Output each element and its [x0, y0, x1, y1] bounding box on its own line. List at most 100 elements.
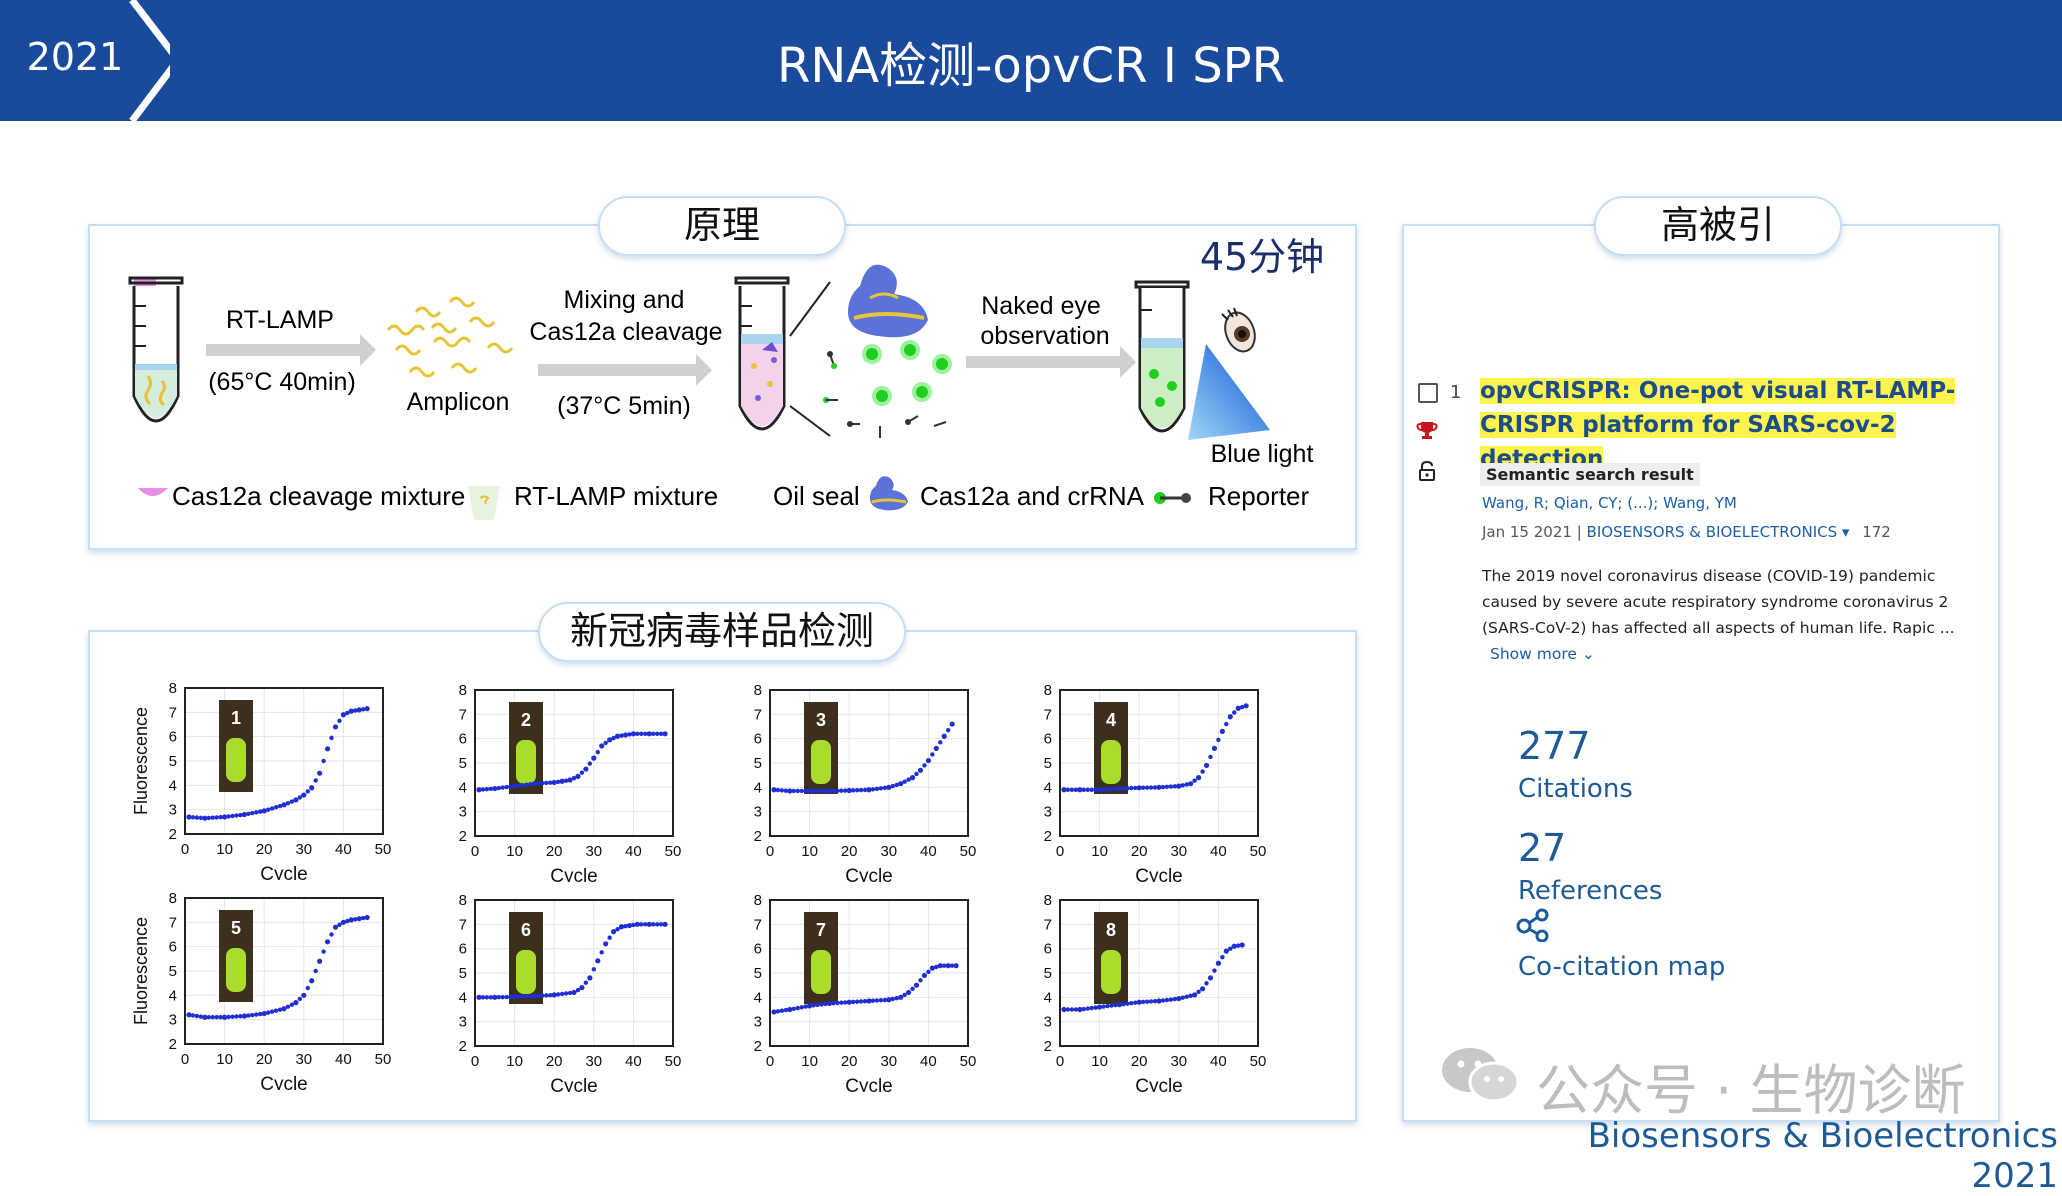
curve-dot	[1101, 1004, 1106, 1009]
y-tick-label: 2	[459, 828, 467, 845]
curve-dot	[508, 784, 513, 789]
curve-dot	[1133, 785, 1138, 791]
curve-dot	[1073, 787, 1079, 792]
step2-label-2: Cas12a cleavage	[529, 318, 722, 346]
principle-diagram: RT-LAMP (65°C 40min) Amplicon Mixing and…	[128, 235, 1324, 520]
curve-dot	[265, 1010, 271, 1015]
curve-dot	[528, 994, 533, 999]
curve-dot	[305, 789, 310, 794]
curve-dot	[914, 771, 919, 777]
references-label[interactable]: References	[1518, 876, 1663, 906]
references-count[interactable]: 27	[1518, 826, 1567, 870]
curve-dot	[500, 785, 505, 790]
show-more-link[interactable]: Show more ⌄	[1490, 645, 1595, 663]
curve-dot	[791, 1006, 796, 1011]
data-point	[595, 958, 601, 964]
y-tick-label: 4	[754, 989, 762, 1006]
curve-dot	[269, 1009, 275, 1014]
curve-dot	[591, 967, 596, 972]
data-point	[202, 815, 208, 821]
data-point	[317, 770, 323, 776]
curve-dot	[1073, 1007, 1079, 1012]
x-tick-label: 50	[375, 1051, 392, 1068]
curve-dot	[795, 1005, 800, 1011]
data-point	[476, 994, 482, 1000]
data-point	[925, 757, 931, 764]
x-tick-label: 0	[181, 1051, 189, 1068]
curve-dot	[575, 987, 581, 993]
data-point	[1188, 781, 1194, 787]
x-tick-label: 20	[1131, 1053, 1148, 1070]
data-point	[186, 1012, 192, 1018]
x-tick-label: 50	[1250, 843, 1267, 860]
curve-dot	[520, 782, 525, 788]
curve-dot	[843, 1000, 848, 1005]
curve-dot	[1125, 786, 1130, 791]
y-tick-label: 7	[754, 706, 762, 723]
x-tick-label: 30	[585, 1053, 602, 1070]
co-citation-label[interactable]: Co-citation map	[1518, 952, 1726, 982]
y-tick-label: 5	[459, 965, 467, 982]
paper-title-link[interactable]: opvCRISPR: One-pot visual RT-LAMP-CRISPR…	[1480, 374, 1980, 476]
curve-dot	[230, 813, 235, 819]
curve-dot	[1065, 787, 1071, 792]
curve-dot	[210, 1015, 215, 1020]
data-point	[317, 958, 323, 964]
authors-link[interactable]: Wang, R; Qian, CY; (...); Wang, YM	[1482, 494, 1737, 512]
curve-dot	[361, 915, 366, 921]
journal-dropdown-icon[interactable]: ▾	[1841, 523, 1850, 541]
data-point	[607, 737, 613, 743]
x-axis-label: Cycle	[260, 864, 308, 880]
x-tick-label: 0	[766, 1053, 774, 1070]
curve-dot	[1065, 1007, 1071, 1012]
curve-dot	[615, 927, 620, 932]
data-point	[1061, 1006, 1067, 1013]
x-tick-label: 30	[585, 843, 602, 860]
data-point	[309, 785, 315, 791]
data-point	[202, 1014, 208, 1020]
reporter-molecules-icon	[823, 340, 952, 438]
data-point	[846, 999, 852, 1005]
data-point	[949, 721, 955, 727]
data-point	[886, 997, 892, 1003]
curve-dot	[1121, 1001, 1126, 1007]
y-tick-label: 3	[754, 804, 762, 821]
citations-count[interactable]: 277	[1518, 724, 1591, 768]
y-tick-label: 4	[459, 989, 467, 1006]
y-tick-label: 5	[754, 755, 762, 772]
data-point	[575, 773, 581, 779]
y-tick-label: 5	[1044, 965, 1052, 982]
curve-dot	[894, 782, 899, 788]
journal-link[interactable]: BIOSENSORS & BIOELECTRONICS	[1586, 523, 1838, 541]
sample-number-label: 2	[521, 710, 531, 730]
plot-frame	[474, 689, 674, 837]
y-tick-label: 7	[459, 916, 467, 933]
curve-dot	[285, 1004, 291, 1009]
y-tick-label: 2	[1044, 1038, 1052, 1055]
citations-label[interactable]: Citations	[1518, 774, 1633, 804]
curve-dot	[654, 731, 660, 736]
sample-number-label: 4	[1106, 710, 1116, 730]
curve-dot	[1204, 981, 1209, 986]
curve-dot	[874, 786, 880, 791]
co-citation-map-icon[interactable]	[1516, 908, 1552, 942]
data-point	[906, 989, 912, 996]
curve-dot	[631, 922, 636, 928]
y-tick-label: 8	[459, 682, 467, 699]
reporter-legend-icon	[1154, 492, 1191, 504]
data-point	[945, 963, 951, 969]
curve-dot	[1129, 1000, 1134, 1006]
curve-dot	[635, 731, 640, 736]
curve-dot	[902, 779, 907, 784]
y-tick-label: 4	[754, 779, 762, 796]
plot-frame	[184, 897, 384, 1045]
curve-dot	[258, 1011, 263, 1017]
paper-meta: Jan 15 2021 | BIOSENSORS & BIOELECTRONIC…	[1482, 523, 1891, 541]
curve-dot	[480, 787, 486, 792]
x-axis-label: Cycle	[260, 1074, 308, 1090]
data-point	[1136, 999, 1142, 1005]
select-checkbox[interactable]	[1418, 383, 1438, 403]
y-tick-label: 8	[1044, 892, 1052, 909]
